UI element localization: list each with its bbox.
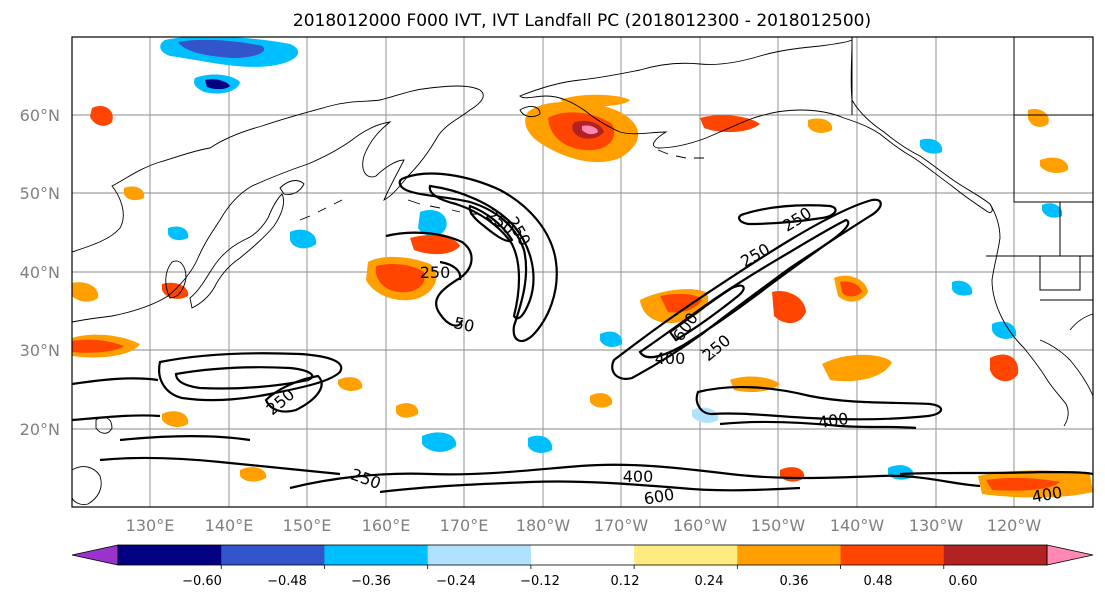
- contour-label: 250: [420, 263, 451, 282]
- ivt-contours: [71, 172, 1094, 494]
- contour-label: 400: [817, 409, 850, 432]
- colorbar-frame: [117, 544, 1048, 566]
- lon-label: 130°W: [909, 516, 964, 535]
- lon-label: 180°W: [516, 516, 571, 535]
- colorbar-segment: [221, 545, 325, 565]
- map-panel: 250 250 250 50 250 250 250 600 400 400 4…: [71, 36, 1094, 509]
- contour-label: 50: [452, 313, 476, 336]
- map-title: 2018012000 F000 IVT, IVT Landfall PC (20…: [293, 11, 871, 31]
- colorbar-tick-label: −0.36: [351, 574, 391, 589]
- colorbar-tick-label: 0.48: [864, 574, 893, 589]
- gridlines: [72, 37, 1093, 507]
- colorbar-tick-label: −0.48: [267, 574, 307, 589]
- map-frame: [71, 36, 1094, 508]
- colorbar-segment: [943, 545, 1048, 565]
- contour-label: 400: [623, 467, 654, 486]
- lat-label: 30°N: [20, 341, 60, 360]
- contour-label: 400: [655, 349, 686, 368]
- colorbar-segment: [530, 545, 635, 565]
- colorbar-tick-label: 0.36: [780, 574, 809, 589]
- lon-label: 150°W: [751, 516, 806, 535]
- lon-label: 150°E: [283, 516, 332, 535]
- colorbar-segments: [118, 545, 1048, 565]
- lat-label: 20°N: [20, 420, 60, 439]
- colorbar-segment: [840, 545, 945, 565]
- colorbar-segment: [118, 545, 222, 565]
- lon-label: 170°E: [440, 516, 489, 535]
- colorbar-tick-label: −0.12: [520, 574, 560, 589]
- colorbar: −0.60 −0.48 −0.36 −0.24 −0.12 0.12 0.24 …: [71, 544, 1094, 589]
- lon-label: 160°W: [673, 516, 728, 535]
- longitude-axis: 130°E 140°E 150°E 160°E 170°E 180°W 170°…: [126, 516, 1042, 535]
- colorbar-segment: [737, 545, 842, 565]
- colorbar-segment: [634, 545, 738, 565]
- colorbar-segment: [427, 545, 532, 565]
- lon-label: 120°W: [987, 516, 1042, 535]
- lat-label: 40°N: [20, 263, 60, 282]
- colorbar-labels: −0.60 −0.48 −0.36 −0.24 −0.12 0.12 0.24 …: [182, 574, 977, 589]
- colorbar-tick-label: 0.60: [949, 574, 978, 589]
- colorbar-tick-label: 0.12: [611, 574, 640, 589]
- coastlines: [71, 39, 1094, 505]
- lat-label: 60°N: [20, 106, 60, 125]
- lon-label: 140°W: [830, 516, 885, 535]
- colorbar-extend-min: [71, 544, 119, 566]
- borders: [851, 37, 1093, 301]
- lon-label: 130°E: [126, 516, 175, 535]
- colorbar-tick-label: −0.60: [182, 574, 222, 589]
- latitude-axis: 60°N 50°N 40°N 30°N 20°N: [20, 106, 60, 439]
- lat-label: 50°N: [20, 184, 60, 203]
- colorbar-ticks: [220, 565, 945, 569]
- colorbar-tick-label: −0.24: [436, 574, 476, 589]
- colorbar-extend-max: [1046, 544, 1094, 566]
- lon-label: 140°E: [205, 516, 254, 535]
- lon-label: 170°W: [594, 516, 649, 535]
- pc-shading: [72, 36, 1093, 498]
- colorbar-segment: [324, 545, 429, 565]
- lon-label: 160°E: [362, 516, 411, 535]
- colorbar-tick-label: 0.24: [695, 574, 724, 589]
